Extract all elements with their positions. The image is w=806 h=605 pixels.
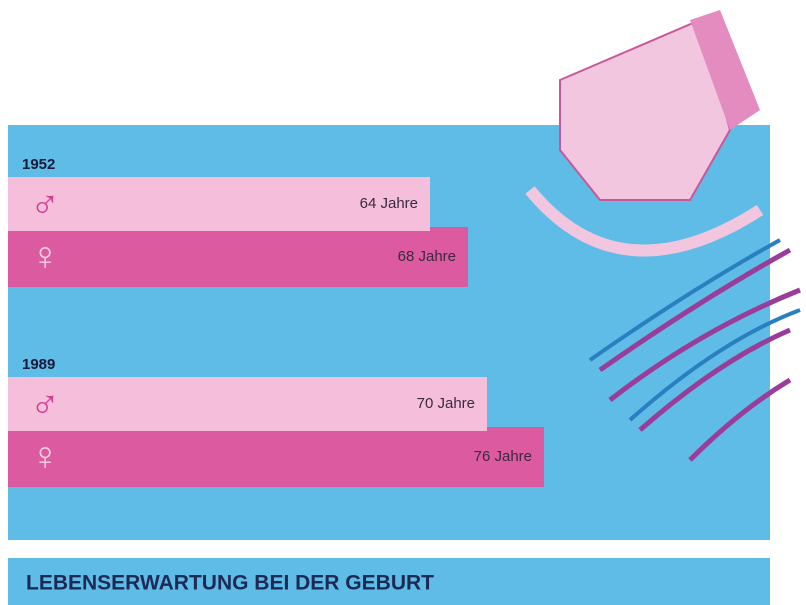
- value-label: 76 Jahre: [474, 448, 532, 465]
- bar: [8, 427, 544, 487]
- category-label: 1989: [22, 356, 55, 373]
- category-label: 1952: [22, 156, 55, 173]
- value-label: 64 Jahre: [360, 195, 418, 212]
- series-symbol: ♂: [30, 182, 60, 226]
- series-symbol: ♀: [30, 435, 60, 479]
- value-label: 70 Jahre: [417, 395, 475, 412]
- chart: LEBENSERWARTUNG BEI DER GEBURT 1952 68 Ja…: [0, 0, 806, 605]
- value-label: 68 Jahre: [398, 248, 456, 265]
- bar: [8, 377, 487, 431]
- series-symbol: ♀: [30, 235, 60, 279]
- series-symbol: ♂: [30, 382, 60, 426]
- chart-title: LEBENSERWARTUNG BEI DER GEBURT: [26, 572, 434, 595]
